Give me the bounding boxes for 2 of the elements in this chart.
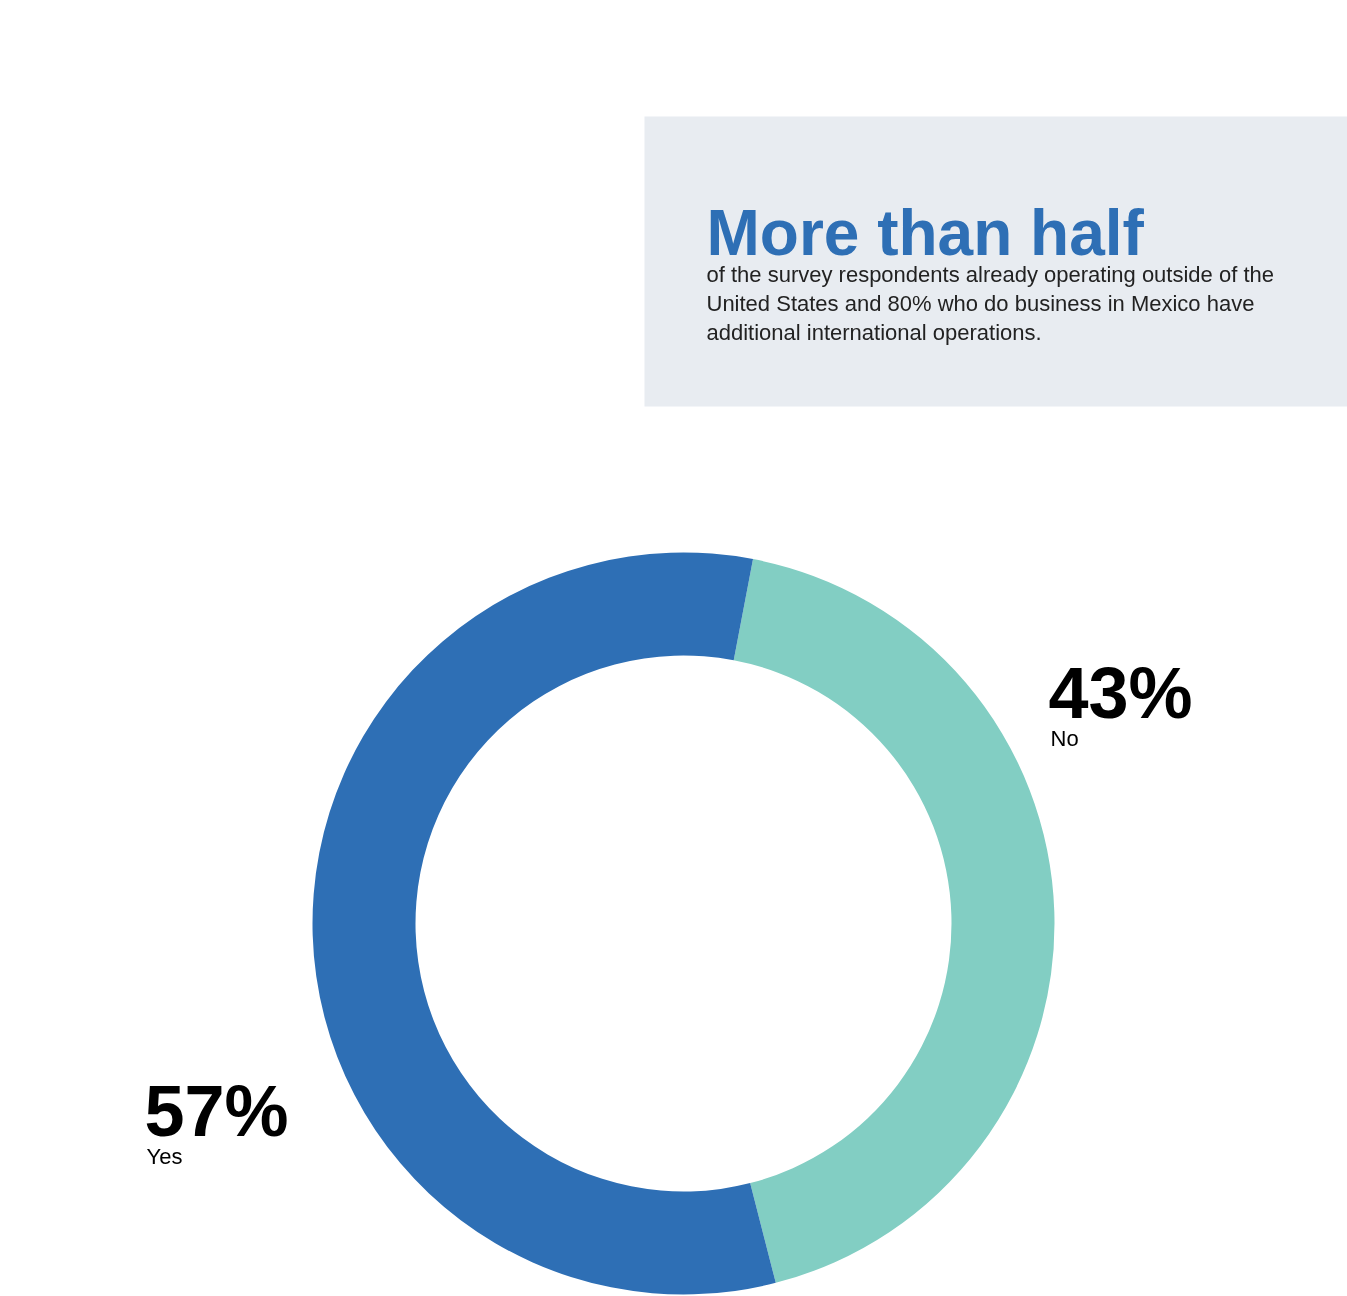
slice-label: No (1050, 726, 1079, 751)
slice-label: Yes (146, 1144, 183, 1169)
